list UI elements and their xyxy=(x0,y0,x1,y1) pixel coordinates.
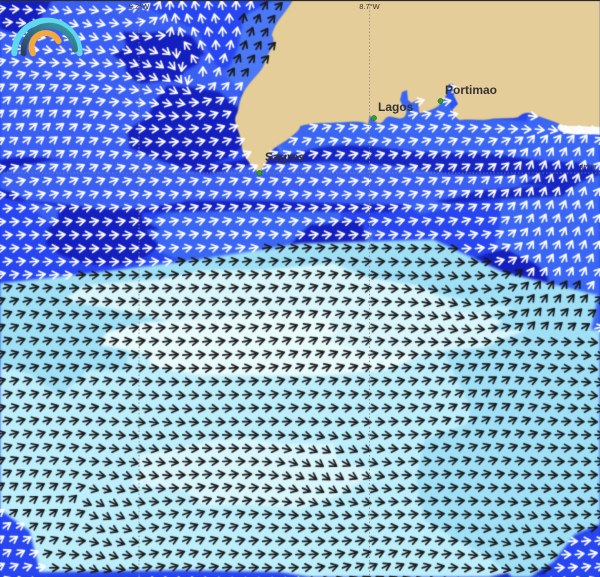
svg-text:9.2°W: 9.2°W xyxy=(129,2,150,11)
svg-text:Lagos: Lagos xyxy=(378,100,414,114)
svg-text:Sagres: Sagres xyxy=(265,150,305,164)
svg-text:8.7°W: 8.7°W xyxy=(359,2,380,11)
svg-text:Portimao: Portimao xyxy=(445,83,497,97)
svg-text:37°N: 37°N xyxy=(579,163,596,172)
